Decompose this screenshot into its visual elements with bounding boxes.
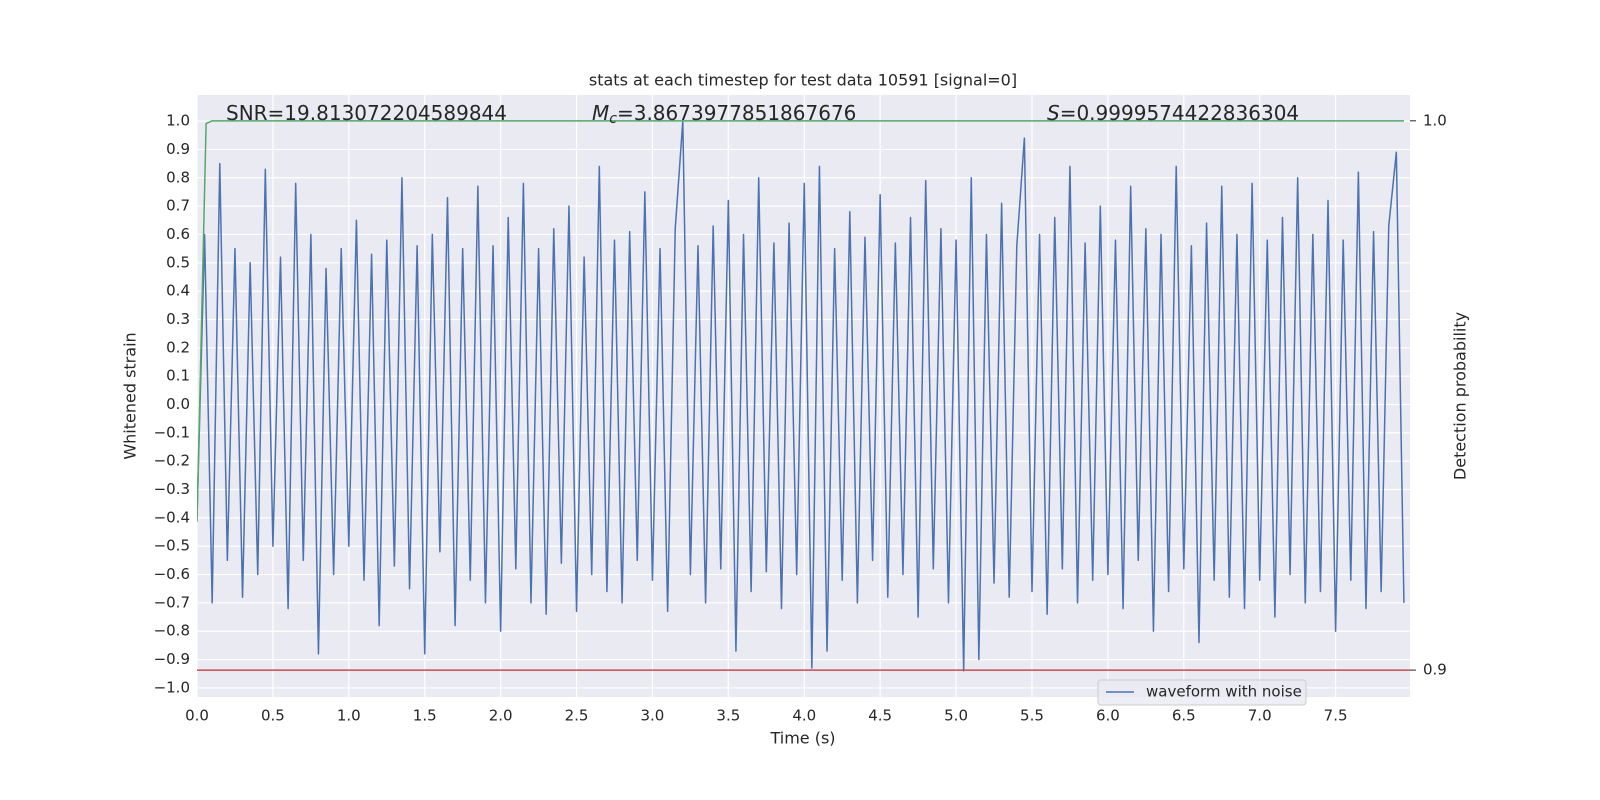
y-tick-label: −0.4 [154, 508, 190, 526]
annotation-subscript: c [609, 111, 617, 127]
annotation: SNR=19.813072204589844 [226, 101, 507, 125]
x-tick-label: 0.5 [261, 707, 285, 725]
annotations: SNR=19.813072204589844 Mc=3.8673977851867… [226, 101, 1299, 128]
x-tick-label: 4.0 [792, 707, 816, 725]
x-tick-label: 2.0 [489, 707, 513, 725]
y-tick-label: −0.2 [154, 452, 190, 470]
legend: waveform with noise [1097, 679, 1307, 706]
y-tick-label: 0.8 [166, 168, 190, 186]
y-tick-label: 0.4 [166, 282, 190, 300]
series-line [197, 120, 1404, 522]
annotation-text: =3.8673977851867676 [617, 101, 856, 125]
x-tick-label: 1.5 [413, 707, 437, 725]
y2-tick-label: 1.0 [1423, 111, 1447, 129]
x-tick-label: 6.0 [1096, 707, 1120, 725]
chart-title: stats at each timestep for test data 105… [589, 71, 1017, 90]
annotation: Mc=3.8673977851867676 [592, 101, 856, 128]
annotation-symbol: S [1047, 101, 1060, 125]
y-tick-label: 0.9 [166, 140, 190, 158]
x-tick-label: 6.5 [1172, 707, 1196, 725]
legend-box [1097, 679, 1307, 706]
annotation-symbol: M [592, 101, 609, 125]
legend-label: waveform with noise [1146, 683, 1302, 701]
y-tick-label: 0.5 [166, 253, 190, 271]
y-tick-label: −0.5 [154, 537, 190, 555]
y2-tick-label: 0.9 [1423, 661, 1447, 679]
annotation-text: SNR=19.813072204589844 [226, 101, 507, 125]
y-tick-label: 0.6 [166, 225, 190, 243]
annotation: S=0.9999574422836304 [1047, 101, 1299, 125]
y-tick-label: 0.2 [166, 338, 190, 356]
x-tick-label: 7.5 [1324, 707, 1348, 725]
x-tick-label: 3.5 [716, 707, 740, 725]
x-tick-label: 2.5 [565, 707, 589, 725]
x-axis-label: Time (s) [769, 729, 835, 748]
y-tick-label: 0.1 [166, 367, 190, 385]
y-tick-label: −0.7 [154, 593, 190, 611]
x-tick-label: 7.0 [1248, 707, 1272, 725]
y-tick-label: −0.8 [154, 622, 190, 640]
y-tick-label: −1.0 [154, 678, 190, 696]
y-tick-label: −0.6 [154, 565, 190, 583]
x-tick-label: 3.0 [641, 707, 665, 725]
y-axis-label: Whitened strain [121, 332, 140, 459]
x-tick-label: 5.5 [1020, 707, 1044, 725]
y-tick-label: 1.0 [166, 112, 190, 130]
y-tick-label: −0.3 [154, 480, 190, 498]
y2-axis-label: Detection probability [1451, 312, 1470, 480]
x-tick-label: 0.0 [185, 707, 209, 725]
lines [197, 120, 1410, 672]
y-tick-label: −0.9 [154, 650, 190, 668]
y-tick-label: 0.3 [166, 310, 190, 328]
annotation-text: =0.9999574422836304 [1060, 101, 1299, 125]
x-tick-label: 4.5 [868, 707, 892, 725]
series-line [197, 120, 1405, 672]
x-tick-label: 1.0 [337, 707, 361, 725]
y-tick-label: −0.1 [154, 423, 190, 441]
y-tick-label: 0.0 [166, 395, 190, 413]
y-tick-label: 0.7 [166, 197, 190, 215]
x-tick-label: 5.0 [944, 707, 968, 725]
